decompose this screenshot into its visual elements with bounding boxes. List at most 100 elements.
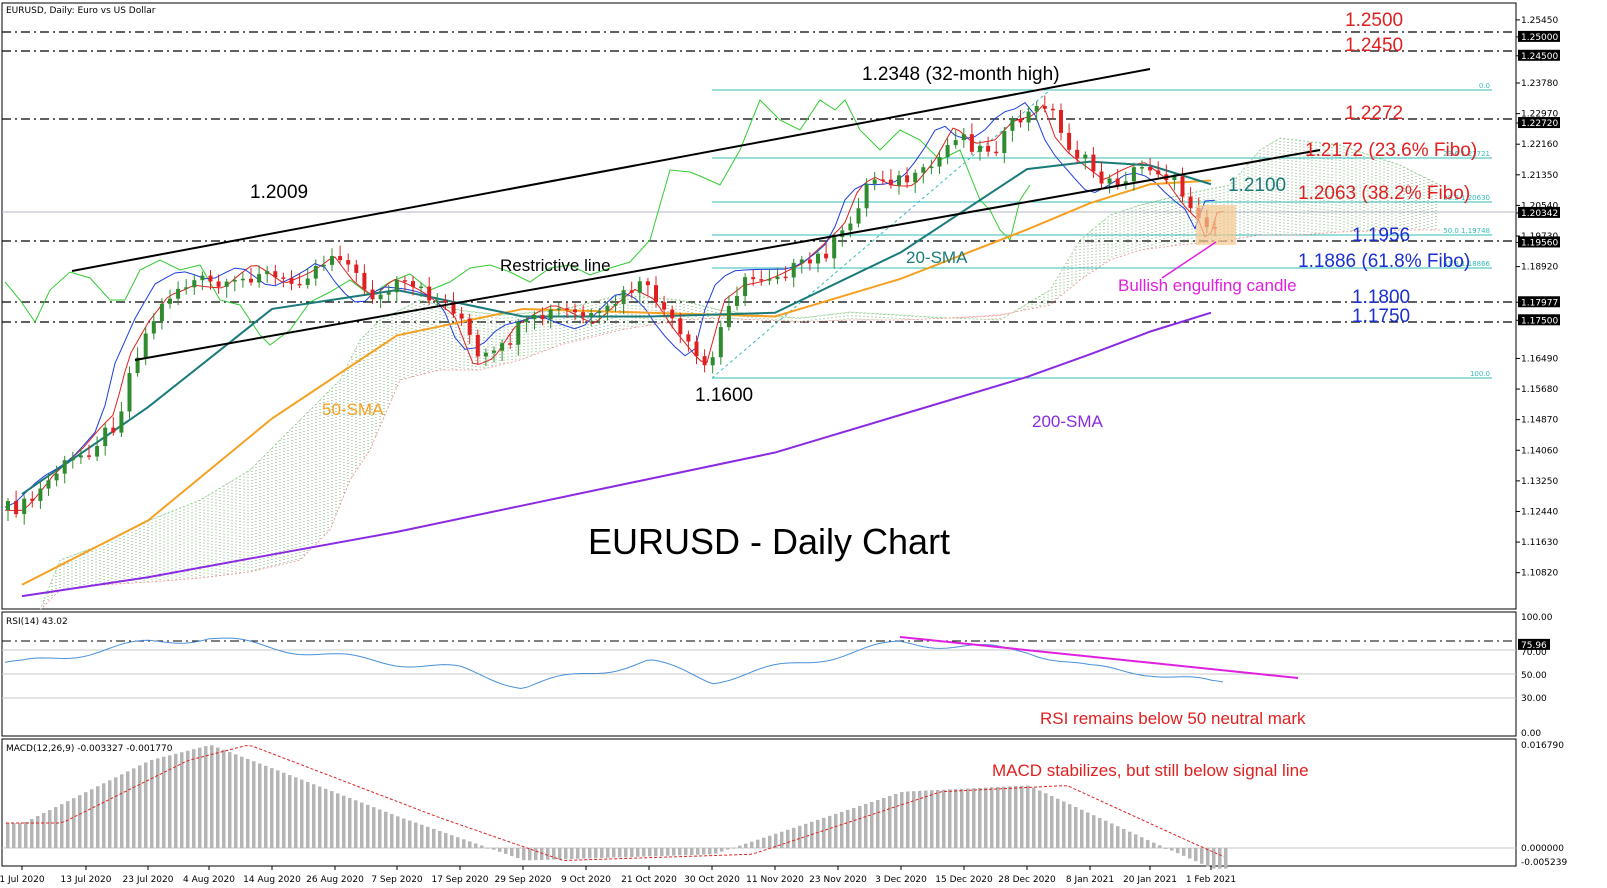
macd-bar — [120, 774, 124, 848]
macd-bar — [852, 807, 856, 848]
candle-body — [1042, 105, 1047, 109]
candle-body — [1034, 105, 1039, 112]
candle-body — [1091, 154, 1096, 172]
macd-bar — [798, 825, 802, 848]
macd-bar — [528, 848, 532, 861]
date-label: 26 Aug 2020 — [306, 875, 364, 885]
candle-body — [662, 302, 667, 310]
macd-bar — [294, 777, 298, 848]
candle-body — [686, 334, 691, 342]
macd-bar — [198, 747, 202, 848]
macd-bar — [462, 839, 466, 848]
fibo-label-61-8: 1.1886 (61.8% Fibo) — [1298, 251, 1470, 272]
macd-bar — [594, 848, 598, 859]
macd-bar — [444, 833, 448, 848]
macd-bar — [234, 754, 238, 848]
sma200-label: 200-SMA — [1032, 412, 1104, 431]
price-label-highlight — [1518, 206, 1560, 218]
price-label: 1.20342 — [1521, 209, 1558, 219]
rsi-label: 100.00 — [1521, 613, 1553, 623]
candle-body — [200, 275, 205, 281]
price-label: 1.14060 — [1521, 446, 1558, 456]
fibo-label-23-6: 1.2172 (23.6% Fibo) — [1305, 140, 1477, 161]
macd-bar — [504, 848, 508, 854]
macd-bar — [624, 848, 628, 858]
candle-body — [224, 281, 229, 287]
macd-bar — [1206, 848, 1210, 867]
candle-body — [346, 260, 351, 265]
date-label: 17 Sep 2020 — [431, 875, 488, 885]
macd-bar — [606, 848, 610, 858]
macd-bar — [282, 772, 286, 848]
macd-bar — [1128, 831, 1132, 848]
macd-bar — [288, 775, 292, 848]
macd-bar — [540, 848, 544, 860]
candle-body — [645, 281, 650, 286]
candle-body — [22, 498, 27, 515]
macd-bar — [378, 809, 382, 848]
candle-body — [969, 134, 974, 152]
candlesticks — [6, 95, 1217, 525]
macd-bar — [1224, 848, 1228, 869]
price-label-highlight — [1518, 117, 1560, 129]
candle-body — [54, 473, 59, 481]
date-label: 23 Nov 2020 — [809, 875, 867, 885]
candle-body — [483, 352, 488, 357]
macd-bar — [1134, 834, 1138, 848]
macd-bar — [708, 848, 712, 855]
macd-bar — [480, 845, 484, 848]
macd-bar — [270, 768, 274, 848]
candle-body — [192, 280, 197, 288]
macd-bar — [1080, 809, 1084, 848]
macd-bar — [300, 779, 304, 848]
price-label: 1.12440 — [1521, 507, 1558, 517]
macd-bar — [402, 818, 406, 848]
level-label-1-2009: 1.2009 — [250, 182, 308, 203]
macd-bar — [780, 831, 784, 848]
macd-bar — [84, 792, 88, 848]
macd-bar — [456, 837, 460, 848]
macd-bar — [828, 815, 832, 848]
macd-bar — [744, 843, 748, 848]
candle-body — [467, 318, 472, 335]
price-label: 1.16490 — [1521, 354, 1558, 364]
high-label: 1.2348 (32-month high) — [862, 64, 1060, 85]
candle-body — [1067, 132, 1072, 150]
macd-bar — [888, 796, 892, 848]
macd-bar — [1014, 786, 1018, 848]
candle-body — [62, 460, 67, 474]
macd-bar — [750, 841, 754, 848]
macd-bar — [102, 783, 106, 848]
price-axis: 1.25450 1.25000 1.24500 1.23780 1.229701.227… — [1516, 16, 1560, 579]
macd-bar — [144, 762, 148, 848]
candle-body — [961, 134, 966, 141]
macd-bar — [978, 787, 982, 848]
candle-body — [370, 289, 375, 300]
macd-bar — [426, 826, 430, 848]
macd-bar — [906, 791, 910, 848]
macd-bar — [564, 848, 568, 860]
date-label: 14 Aug 2020 — [243, 875, 301, 885]
candle-body — [880, 179, 885, 181]
candle-body — [540, 314, 545, 320]
macd-bar — [1122, 828, 1126, 848]
price-label-highlight — [1518, 296, 1560, 308]
macd-bar — [306, 781, 310, 848]
chart-title: EURUSD - Daily Chart — [588, 521, 950, 562]
candle-body — [1172, 176, 1177, 181]
candle-body — [613, 304, 618, 306]
candle-body — [1156, 170, 1161, 175]
candle-body — [419, 286, 424, 289]
macd-bar — [930, 790, 934, 848]
candle-body — [1026, 111, 1031, 123]
macd-note: MACD stabilizes, but still below signal … — [992, 761, 1309, 780]
price-label: 1.20540 — [1521, 201, 1558, 211]
price-label: 1.17500 — [1521, 316, 1558, 326]
candle-body — [216, 281, 221, 287]
macd-bar — [1026, 785, 1030, 848]
date-label: 23 Jul 2020 — [123, 875, 174, 885]
macd-histogram — [6, 745, 1228, 869]
macd-bar — [1086, 812, 1090, 848]
macd-bar — [414, 822, 418, 848]
